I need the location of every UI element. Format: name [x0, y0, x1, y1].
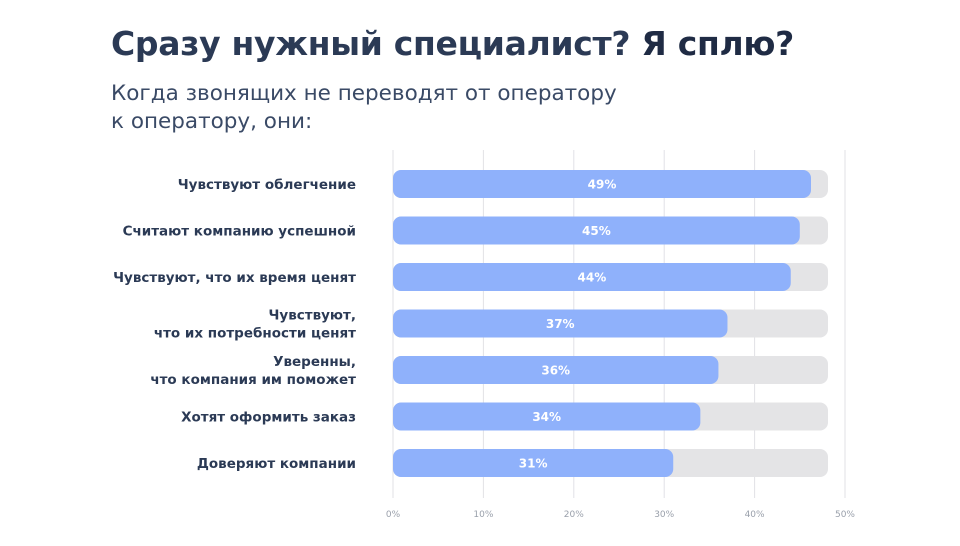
x-tick-label: 50%	[835, 510, 855, 520]
bar	[393, 216, 800, 245]
x-tick-label: 30%	[654, 510, 674, 520]
subtitle-line-2: к оператору, они:	[111, 109, 313, 134]
title-emphasis: Я сплю?	[641, 24, 794, 63]
bar-value-label: 37%	[546, 317, 575, 331]
bar-value-label: 31%	[519, 457, 548, 471]
page-title: Сразу нужный специалист? Я сплю?	[111, 24, 794, 63]
bar	[393, 309, 728, 338]
category-label: Чувствуют облегчение	[178, 177, 356, 193]
bar	[393, 449, 674, 477]
subtitle-line-1: Когда звонящих не переводят от оператору	[111, 81, 617, 106]
bar-value-label: 49%	[588, 178, 617, 192]
bar	[393, 170, 811, 198]
category-label: Считают компанию успешной	[123, 224, 356, 240]
bar-value-label: 44%	[578, 271, 607, 285]
bar	[393, 356, 719, 384]
x-tick-label: 10%	[473, 510, 493, 520]
bar-value-label: 36%	[541, 364, 570, 378]
x-tick-label: 0%	[386, 510, 401, 520]
title-main: Сразу нужный специалист?	[111, 24, 631, 63]
bar	[393, 402, 701, 431]
category-label: что их потребности ценят	[154, 326, 356, 342]
bar-value-label: 34%	[532, 410, 561, 424]
x-tick-label: 40%	[745, 510, 765, 520]
category-label: Чувствуют,	[269, 308, 357, 324]
page-subtitle: Когда звонящих не переводят от оператору…	[111, 80, 671, 136]
category-label: Уверенны,	[273, 354, 356, 370]
category-label: Чувствуют, что их время ценят	[113, 270, 356, 286]
bar	[393, 263, 791, 291]
category-label: что компания им поможет	[150, 372, 356, 388]
category-label: Хотят оформить заказ	[181, 410, 356, 426]
bar-value-label: 45%	[582, 224, 611, 238]
x-tick-label: 20%	[564, 510, 584, 520]
category-label: Доверяют компании	[197, 456, 356, 472]
